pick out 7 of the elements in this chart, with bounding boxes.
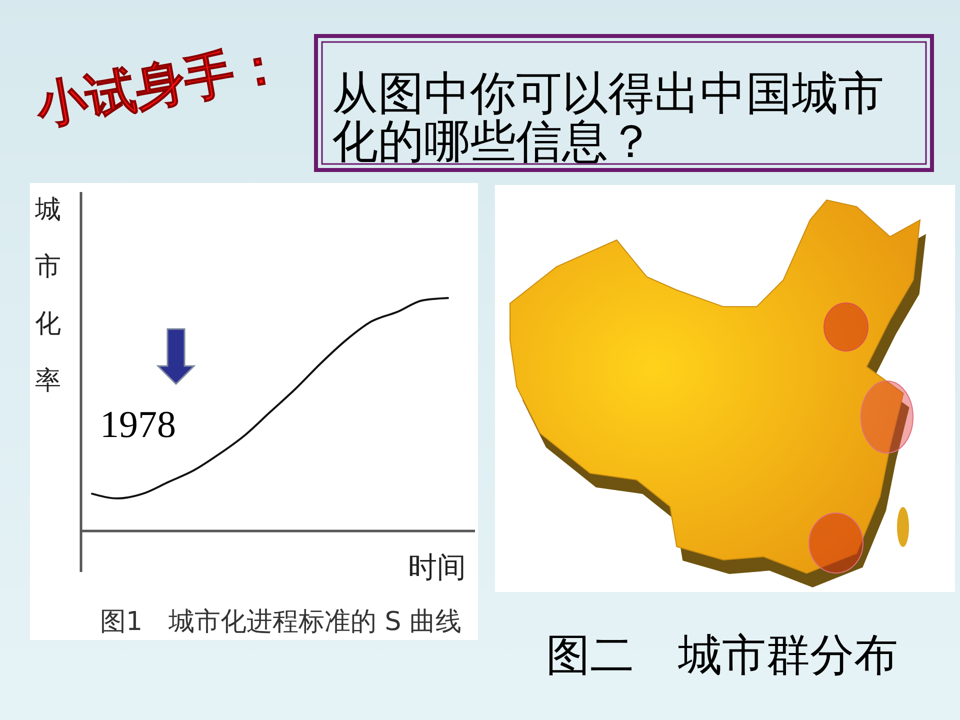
x-axis-title: 时间 [408, 550, 466, 584]
text: 图1 城市化进程标准的 S 曲线 [100, 607, 462, 637]
text: 图二 城市群分布 [546, 630, 898, 681]
text: 从图中你可以得出中国城市化的哪些信息？ [332, 66, 884, 168]
text: 小试身手： [30, 34, 288, 136]
y-axis-title: 城市化率 [34, 195, 61, 396]
annotation: 1978 [100, 404, 176, 446]
